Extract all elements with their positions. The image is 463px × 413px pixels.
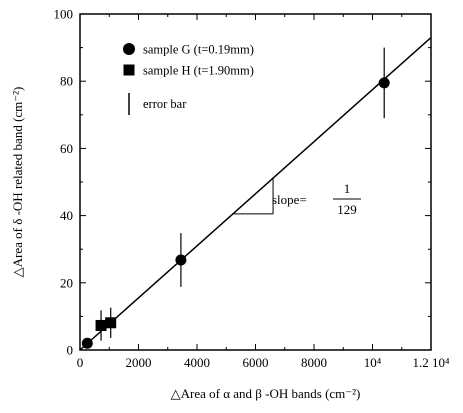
legend-marker-circle [123,43,135,55]
data-point-circle [378,77,390,89]
y-tick-label: 20 [60,275,73,290]
plot-area [79,13,432,351]
y-tick-label: 60 [60,141,73,156]
x-tick-label: 8000 [301,355,327,370]
legend-entry-error-bar: error bar [143,97,187,111]
x-tick-label: 4000 [184,355,210,370]
slope-triangle-layer [232,176,274,215]
y-tick-label: 100 [54,7,74,22]
x-tick-label: 2000 [126,355,152,370]
axis-ticks-layer: 0 2000 4000 6000 8000 10⁴ 1.2 10⁴ 0 20 40 60 80 100 [54,7,450,371]
x-axis-label: △Area of α and β -OH bands (cm⁻²) [171,386,361,401]
data-point-square [105,317,117,329]
x-tick-label: 1.2 10⁴ [412,355,450,370]
legend: sample G (t=0.19mm) sample H (t=1.90mm) … [123,43,254,115]
plot-frame [79,13,432,351]
legend-entry-sample-g: sample G (t=0.19mm) [143,43,254,57]
y-axis-label: △Area of δ -OH related band (cm⁻²) [10,87,25,278]
legend-entry-sample-h: sample H (t=1.90mm) [143,64,254,78]
slope-annotation: slope= 1 129 [272,181,361,217]
fit-line [79,36,432,351]
y-tick-label: 0 [67,343,74,358]
data-point-circle [175,254,187,266]
slope-denominator: 129 [337,202,357,217]
x-tick-label: 10⁴ [364,355,382,370]
data-point-square [95,319,107,331]
data-point-circle [81,337,93,349]
legend-marker-square [123,64,135,76]
x-tick-label: 6000 [243,355,269,370]
slope-numerator: 1 [344,181,351,196]
slope-label: slope= [272,192,307,207]
y-tick-label: 80 [60,74,73,89]
y-tick-label: 40 [60,208,73,223]
fit-line-layer [79,36,432,351]
data-points-layer [81,47,390,349]
x-tick-label: 0 [77,355,84,370]
